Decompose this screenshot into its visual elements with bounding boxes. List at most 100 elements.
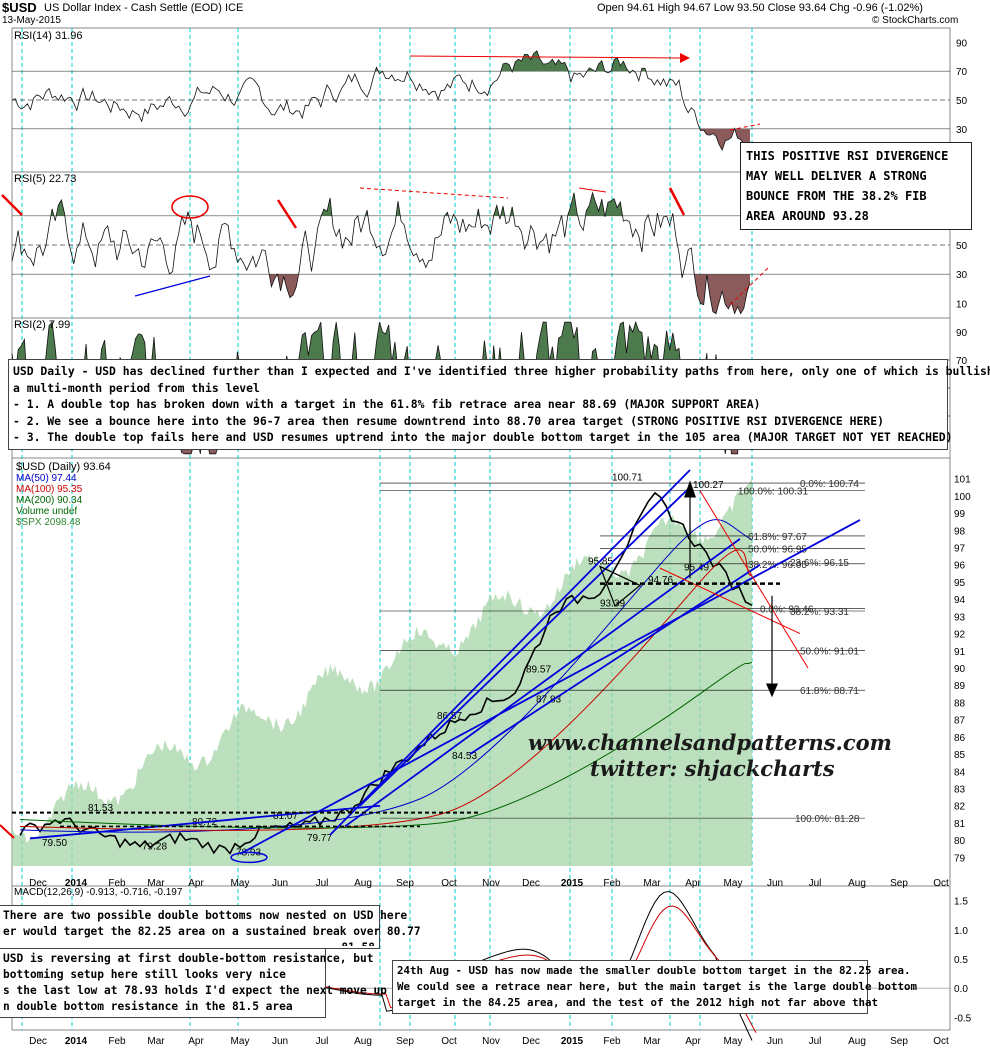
macd-tick-label: 0.0: [954, 984, 968, 995]
x-tick-label: Dec: [29, 1036, 47, 1047]
macd-label: MACD(12,26,9) -0.913, -0.716, -0.197: [14, 887, 183, 898]
credit: © StockCharts.com: [872, 15, 959, 26]
rsi-tick-label: 70: [956, 356, 968, 367]
aug24-note: 24th Aug - USD has now made the smaller …: [392, 960, 917, 1014]
x-tick-label: Apr: [685, 878, 701, 889]
x-tick-label: May: [724, 878, 743, 889]
x-tick-label: Mar: [643, 878, 661, 889]
x-tick-label: Oct: [441, 878, 457, 889]
x-tick-label: May: [231, 1036, 250, 1047]
price-point-label: 86.87: [437, 711, 462, 722]
rsi5-dashed-up: [729, 265, 771, 306]
commentary-line: USD Daily - USD has declined further tha…: [13, 364, 990, 378]
price-point-label: 93.39: [600, 599, 625, 610]
note-line: BOUNCE FROM THE 38.2% FIB: [746, 189, 927, 203]
macd-tick-label: 0.5: [954, 955, 968, 966]
trendline: [469, 563, 761, 755]
x-tick-label: Mar: [147, 1036, 165, 1047]
note-line: er would target the 82.25 area on a sust…: [3, 925, 421, 938]
watermark-site: www.channelsandpatterns.com: [528, 730, 892, 755]
price-tick-label: 92: [954, 630, 966, 641]
price-tick-label: 100: [954, 492, 971, 503]
price-point-label: 95.49: [684, 562, 709, 573]
rsi-tick-label: 30: [956, 125, 968, 136]
price-tick-label: 91: [954, 647, 966, 658]
rsi5-red-line: [578, 187, 607, 193]
fib-label: 0.0%: 100.74: [800, 479, 859, 490]
x-tick-label: Jul: [809, 1036, 822, 1047]
spx-area: [12, 476, 752, 866]
price-point-label: 79.50: [42, 838, 67, 849]
main-commentary: USD Daily - USD has declined further tha…: [8, 359, 990, 450]
price-tick-label: 96: [954, 561, 966, 572]
price-tick-label: 86: [954, 733, 966, 744]
price-point-label: 84.53: [452, 751, 477, 762]
fib-label: 61.8%: 88.71: [800, 686, 859, 697]
fib-label: 0.0%: 93.46: [760, 604, 814, 615]
fib-label: 38.2%: 96.05: [748, 560, 807, 571]
x-tick-label: Aug: [354, 1036, 372, 1047]
rsi-line: [11, 191, 751, 315]
price-point-label: 81.53: [88, 803, 113, 814]
fib-label: 100.0%: 100.31: [738, 486, 808, 497]
axis-labels: Dec Dec 2014 2014 Feb Feb Mar Mar Apr Apr May May Ju…: [29, 38, 972, 1047]
macd-tick-label: 1.0: [954, 926, 968, 937]
price-tick-label: 88: [954, 698, 966, 709]
price-tick-label: 81: [954, 819, 966, 830]
macd-tick-label: -0.5: [954, 1013, 972, 1024]
x-tick-label: Dec: [29, 878, 47, 889]
rsi-tick-label: 70: [956, 67, 968, 78]
rsi-tick-label: 50: [956, 241, 968, 252]
price-point-label: 87.83: [536, 694, 561, 705]
x-tick-label: Aug: [848, 1036, 866, 1047]
x-tick-label: Jun: [272, 878, 288, 889]
price-tick-label: 98: [954, 526, 966, 537]
fib-label: 50.0%: 91.01: [800, 647, 859, 658]
rsi-overbought-fill: [50, 192, 674, 216]
price-point-label: 94.76: [648, 575, 673, 586]
rsi-tick-label: 30: [956, 270, 968, 281]
rsi5-red-arrow: [1, 194, 23, 216]
reversal-note: USD is reversing at first double-bottom …: [0, 948, 387, 1018]
ma100-line: [19, 549, 753, 831]
spx-area-fill: [12, 476, 752, 866]
fib-label: 50.0%: 96.95: [748, 544, 807, 555]
price-tick-label: 85: [954, 750, 966, 761]
x-tick-label: Sep: [890, 878, 908, 889]
x-tick-label: Nov: [482, 878, 500, 889]
price-tick-label: 90: [954, 664, 966, 675]
note-line: There are two possible double bottoms no…: [3, 909, 408, 922]
price-tick-label: 95: [954, 578, 966, 589]
note-line: THIS POSITIVE RSI DIVERGENCE: [746, 149, 949, 163]
rsi5-red-arrow: [276, 199, 298, 229]
rsi-divergence-note: THIS POSITIVE RSI DIVERGENCE MAY WELL DE…: [740, 142, 972, 230]
x-tick-label: Jul: [316, 1036, 329, 1047]
price-point-label: 100.27: [693, 480, 724, 491]
price-tick-label: 87: [954, 716, 966, 727]
x-tick-label: Feb: [603, 878, 621, 889]
fib-label: 61.8%: 97.67: [748, 532, 807, 543]
target-arrowhead: [766, 683, 778, 698]
x-tick-label: Feb: [108, 878, 126, 889]
x-tick-label: Sep: [890, 1036, 908, 1047]
price-tick-label: 101: [954, 475, 971, 486]
price-tick-label: 89: [954, 681, 966, 692]
usd-price-line: [19, 491, 753, 855]
rsi2-label: RSI(2) 7.99: [14, 319, 71, 331]
rsi5-blue-arrow: [134, 275, 211, 297]
commentary-line: a multi-month period from this level: [13, 380, 260, 395]
ticker-symbol: $USD: [2, 0, 37, 15]
legend-ma50: MA(50) 97.44: [16, 473, 77, 484]
x-tick-label: May: [724, 1036, 743, 1047]
x-tick-label: 2014: [65, 878, 88, 889]
price-tick-label: 83: [954, 785, 966, 796]
price-tick-label: 82: [954, 802, 966, 813]
trendline: [29, 804, 381, 840]
price-tick-label: 84: [954, 767, 966, 778]
x-tick-label: Apr: [188, 1036, 204, 1047]
legend-ma200: MA(200) 90.34: [16, 495, 83, 506]
trendline: [344, 538, 741, 828]
price-point-label: 89.57: [526, 664, 551, 675]
